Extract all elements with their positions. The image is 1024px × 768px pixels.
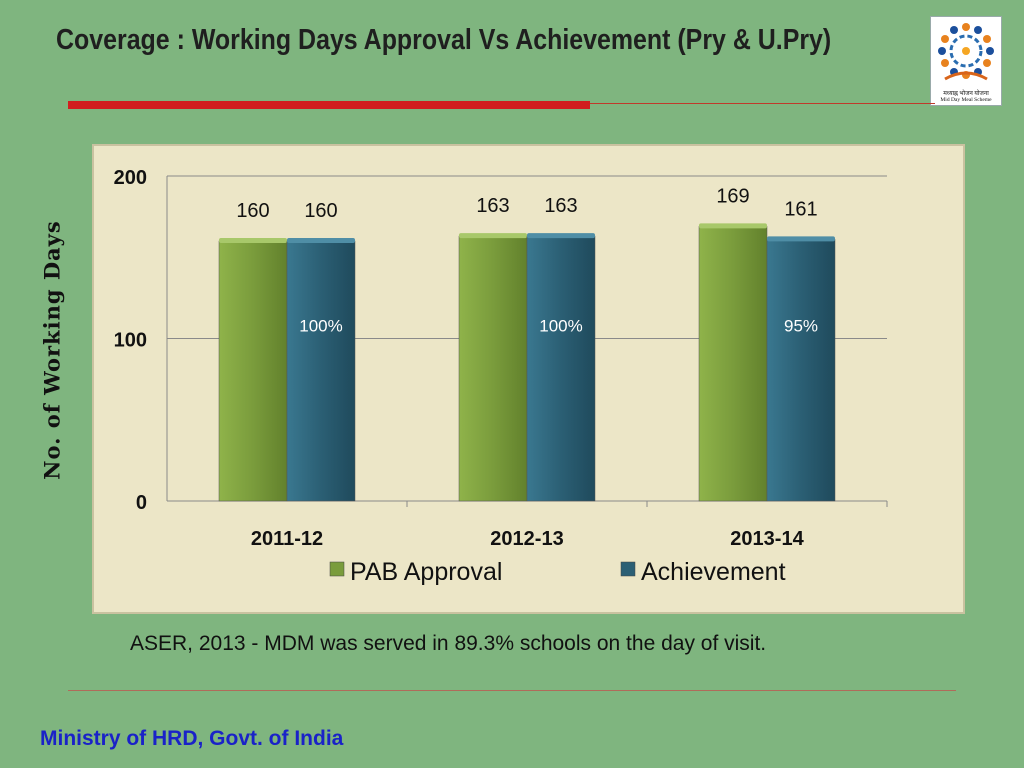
mdm-logo-emblem-icon	[938, 23, 994, 81]
footer-text: Ministry of HRD, Govt. of India	[40, 727, 344, 750]
y-tick-label: 0	[136, 492, 147, 514]
bottom-divider	[68, 690, 956, 691]
legend-label: Achievement	[641, 558, 786, 586]
y-tick-label: 200	[114, 167, 147, 189]
chart-panel: 0 100 200 2011-12 160 160 100% 2012-13 163 163 100…	[92, 144, 965, 614]
logo-text-hindi: मध्याह्न भोजन योजना	[943, 91, 989, 97]
value-label: 160	[304, 200, 337, 222]
bar-pab	[458, 235, 528, 502]
percent-label: 95%	[784, 317, 818, 336]
value-label: 169	[716, 185, 749, 207]
bar-achievement	[526, 235, 596, 502]
bar-chart: 0 100 200 2011-12 160 160 100% 2012-13 163 163 100…	[114, 167, 888, 586]
legend-swatch	[329, 561, 345, 577]
bar-cap	[459, 233, 527, 239]
percent-label: 100%	[299, 317, 342, 336]
page-title: Coverage : Working Days Approval Vs Achi…	[56, 24, 832, 56]
value-label: 160	[236, 200, 269, 222]
bar-cap	[527, 233, 595, 239]
value-label: 163	[476, 195, 509, 217]
bar-pab	[698, 226, 768, 502]
y-tick-label: 100	[114, 330, 147, 352]
bar-pab	[218, 240, 288, 502]
legend-label: PAB Approval	[350, 558, 502, 586]
bar-cap	[219, 238, 287, 243]
bar-achievement	[286, 240, 356, 502]
title-underline-red	[68, 101, 590, 109]
value-label: 163	[544, 195, 577, 217]
legend-swatch	[620, 561, 636, 577]
x-tick-label: 2011-12	[251, 528, 323, 550]
y-axis-label: No. of Working Days	[39, 220, 65, 480]
bar-cap	[699, 223, 767, 229]
mdm-logo: मध्याह्न भोजन योजना Mid Day Meal Scheme	[930, 16, 1002, 106]
bar-cap	[287, 238, 355, 243]
x-tick-label: 2013-14	[730, 528, 804, 550]
percent-label: 100%	[539, 317, 582, 336]
logo-text-en: Mid Day Meal Scheme	[940, 97, 992, 103]
x-tick-label: 2012-13	[490, 528, 563, 550]
bar-achievement	[766, 239, 836, 502]
aser-note: ASER, 2013 - MDM was served in 89.3% sch…	[130, 632, 767, 655]
value-label: 161	[784, 198, 817, 220]
bar-cap	[767, 236, 835, 242]
title-underline-thin	[590, 103, 935, 104]
